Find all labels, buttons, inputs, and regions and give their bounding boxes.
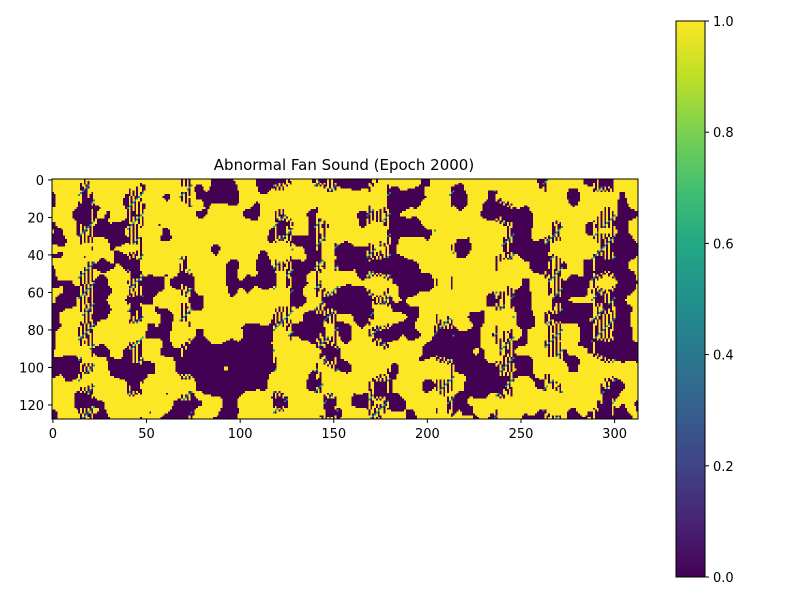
x-tick-label: 250 [509,427,534,442]
x-tick-label: 150 [321,427,346,442]
colorbar: 0.0 0.2 0.4 0.6 0.8 1.0 [675,15,734,586]
colorbar-tick-label: 0.6 [713,237,734,252]
x-tick-label: 50 [138,427,155,442]
colorbar-tick-label: 0.2 [713,460,734,475]
heatmap-plot [51,178,639,420]
plot-frame [51,178,639,420]
y-tick-label: 60 [27,286,44,301]
y-tick-label: 0 [36,174,44,189]
y-tick-label: 80 [27,324,44,339]
heatmap-image [52,179,638,419]
colorbar-tick-label: 1.0 [713,15,734,30]
x-tick-label: 300 [602,427,627,442]
y-tick-label: 100 [19,361,44,376]
y-tick-label: 40 [27,249,44,264]
colorbar-tick-label: 0.8 [713,126,734,141]
x-tick-label: 0 [49,427,57,442]
colorbar-tick-label: 0.4 [713,349,734,364]
chart-title: Abnormal Fan Sound (Epoch 2000) [214,156,474,174]
colorbar-tick-label: 0.0 [713,571,734,586]
colorbar-gradient [675,20,706,578]
x-tick-label: 100 [228,427,253,442]
y-tick-label: 120 [19,399,44,414]
colorbar-ticks: 0.0 0.2 0.4 0.6 0.8 1.0 [705,15,734,586]
x-axis: 0 50 100 150 200 250 300 [49,419,627,442]
y-axis: 0 20 40 60 80 100 120 [19,174,52,414]
x-tick-label: 200 [415,427,440,442]
y-tick-label: 20 [27,211,44,226]
